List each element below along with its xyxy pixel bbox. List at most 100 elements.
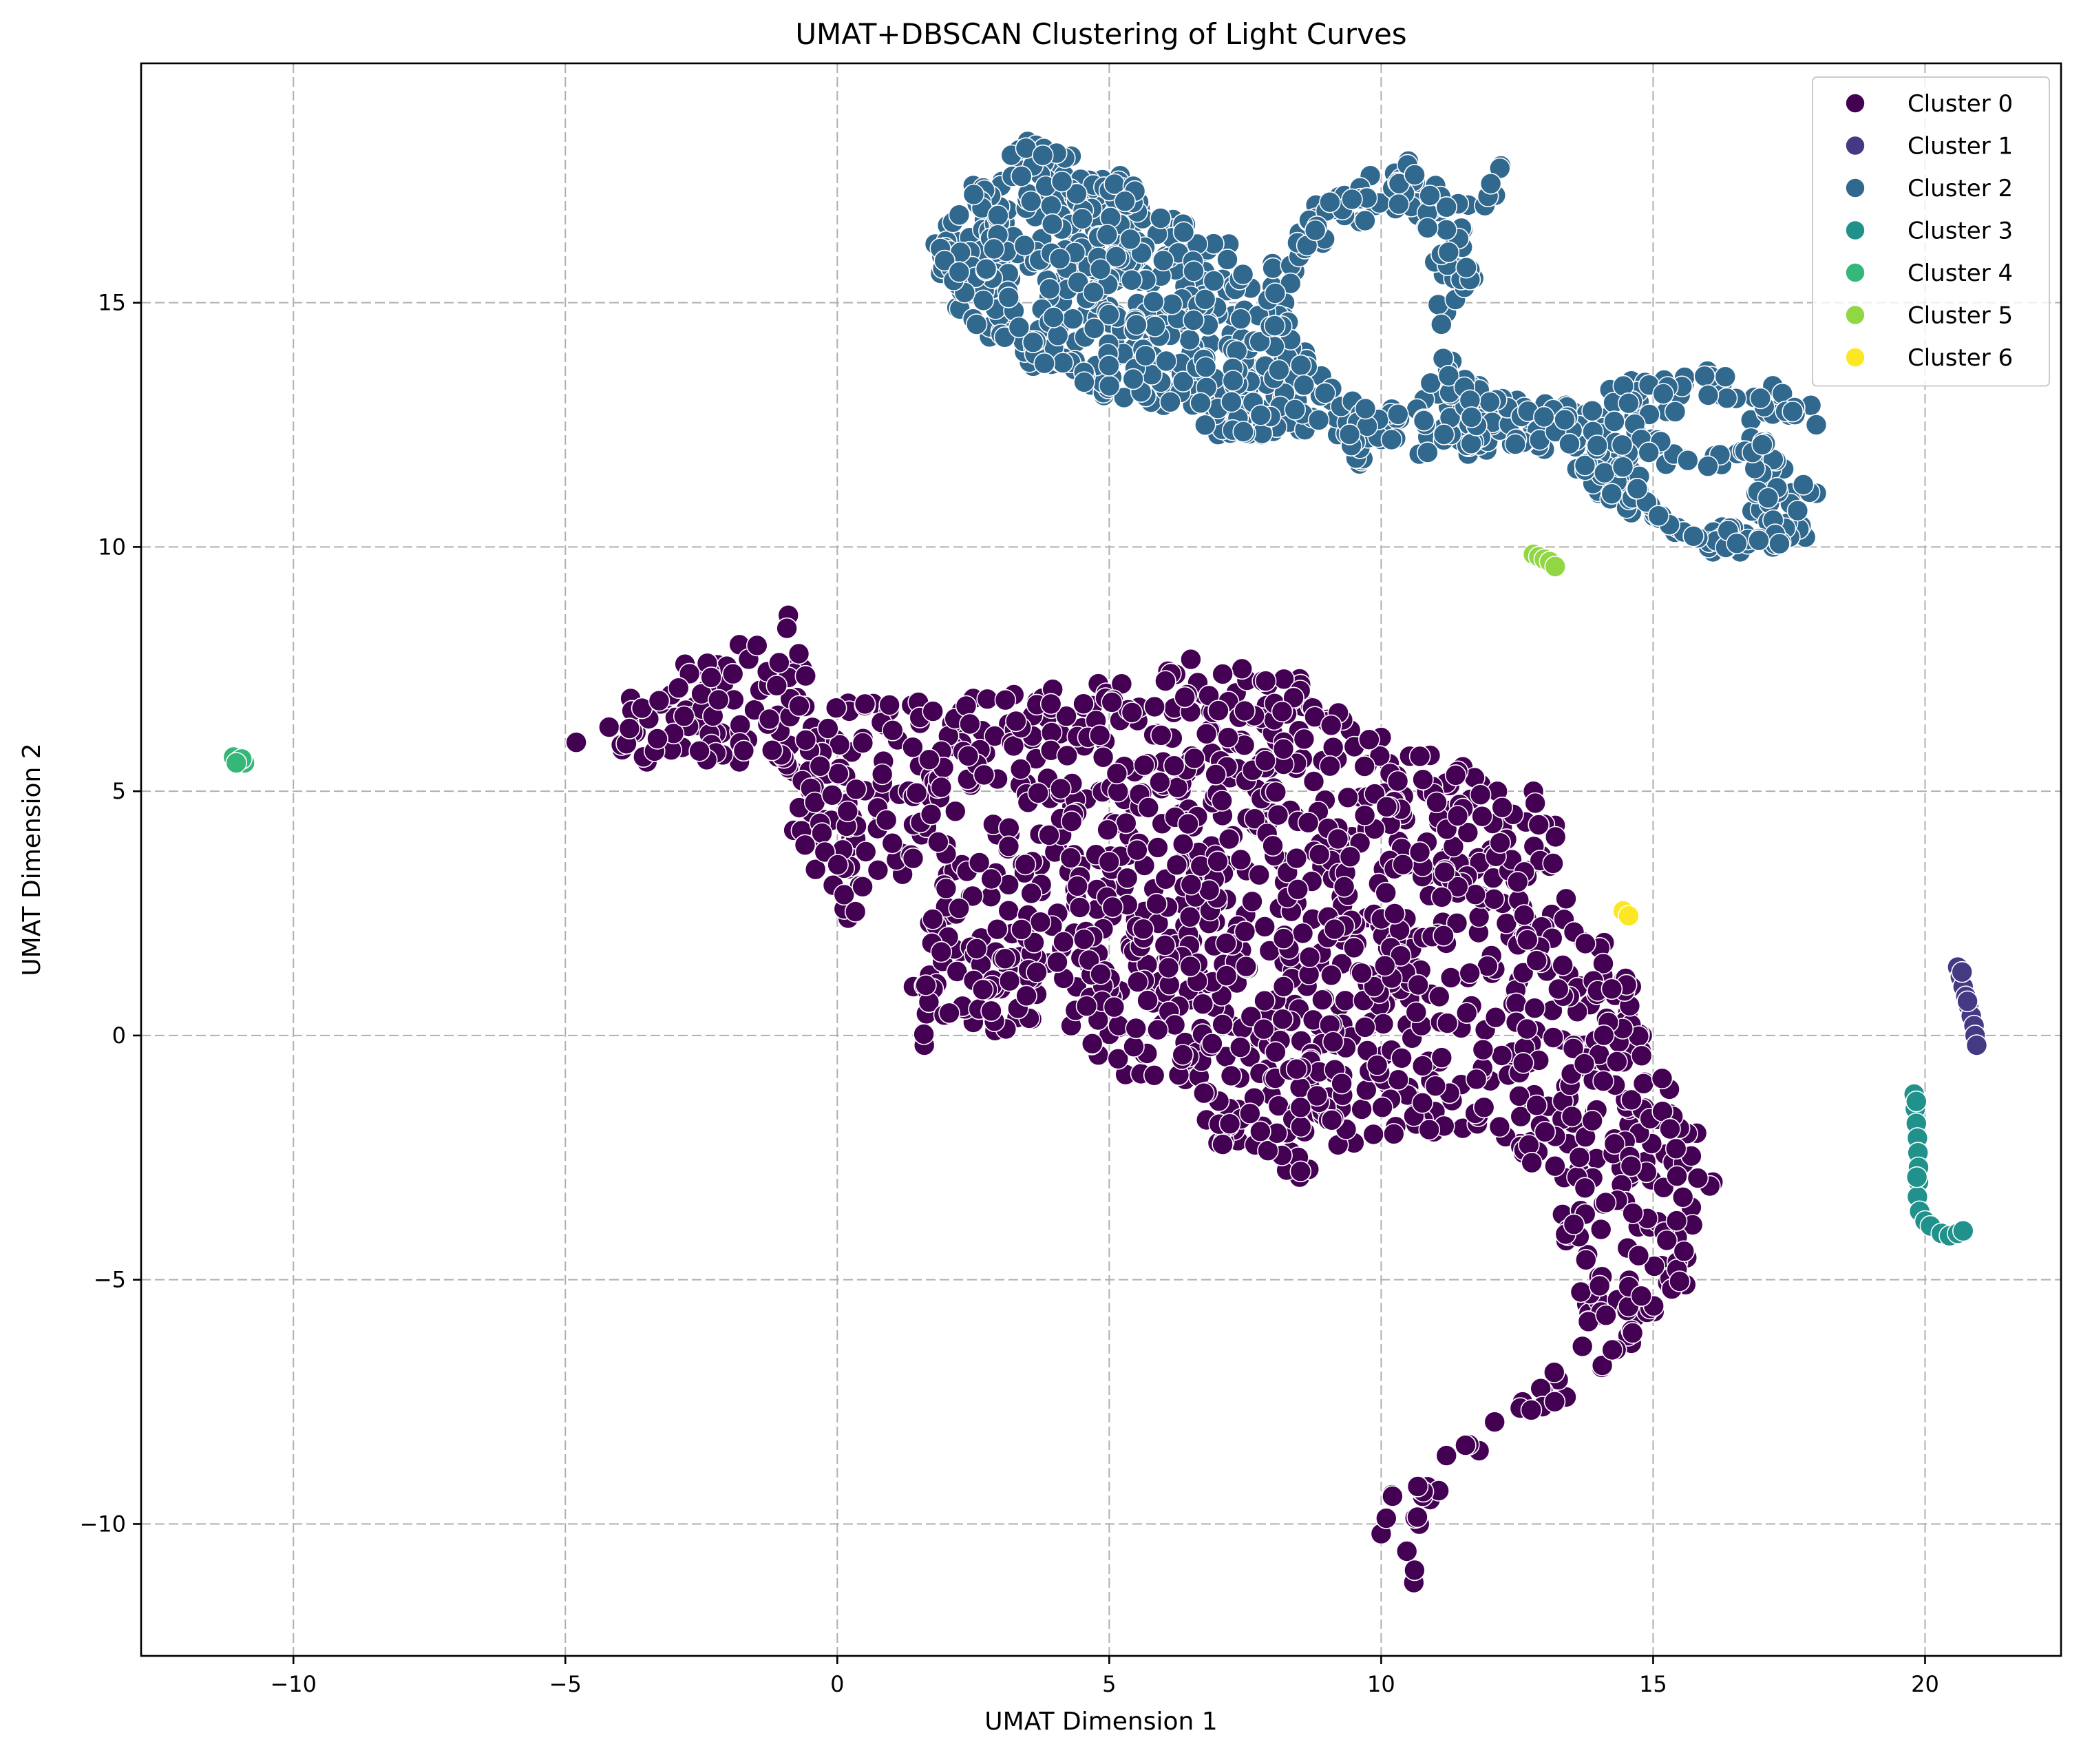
data-point (765, 674, 788, 697)
data-point (1092, 746, 1115, 768)
data-point (933, 249, 955, 272)
data-point (1119, 228, 1141, 251)
chart-title: UMAT+DBSCAN Clustering of Light Curves (795, 17, 1406, 51)
data-point (1042, 306, 1065, 328)
data-point (1134, 344, 1156, 367)
data-point (1455, 256, 1477, 279)
data-point (1304, 219, 1327, 242)
data-point (913, 1023, 935, 1045)
data-point (1297, 812, 1320, 834)
series-cluster-4 (222, 746, 255, 774)
data-point (1243, 808, 1266, 830)
data-point (1254, 670, 1277, 692)
data-point (1040, 195, 1062, 217)
data-point (1073, 928, 1095, 950)
data-point (1375, 796, 1398, 818)
data-point (1354, 1016, 1376, 1038)
x-axis-label: UMAT Dimension 1 (984, 1708, 1217, 1736)
data-point (1285, 1058, 1308, 1080)
data-point (1115, 812, 1137, 834)
data-point (833, 883, 856, 906)
data-point (1239, 1102, 1261, 1124)
data-point (1426, 791, 1448, 814)
data-point (225, 752, 248, 774)
data-point (997, 899, 1020, 922)
data-point (994, 689, 1017, 711)
data-point (1183, 309, 1205, 331)
data-point (1517, 929, 1539, 951)
data-point (1272, 738, 1295, 760)
data-point (1355, 1079, 1377, 1101)
data-point (1105, 245, 1128, 268)
y-tick-label: −5 (94, 1267, 126, 1293)
data-point (1089, 258, 1112, 280)
data-point (1267, 804, 1289, 826)
data-point (986, 918, 1008, 941)
data-point (1082, 281, 1105, 304)
data-point (854, 693, 876, 715)
data-point (935, 877, 958, 900)
data-point (1154, 670, 1176, 692)
data-point (1512, 1052, 1534, 1074)
data-point (1165, 854, 1188, 876)
data-point (1271, 1008, 1293, 1030)
data-point (1693, 365, 1715, 388)
data-point (1437, 364, 1460, 387)
data-point (1020, 190, 1042, 213)
data-point (1404, 1559, 1426, 1582)
data-point (1132, 918, 1154, 941)
y-axis-label: UMAT Dimension 2 (18, 743, 46, 976)
data-point (1098, 850, 1121, 873)
data-point (1459, 962, 1481, 985)
data-point (1618, 905, 1640, 927)
data-point (1354, 397, 1377, 420)
data-point (776, 617, 798, 640)
data-point (930, 941, 953, 963)
data-point (1905, 1166, 1928, 1188)
data-point (854, 841, 877, 863)
series-cluster-2 (924, 130, 1828, 563)
data-point (1290, 1115, 1312, 1138)
data-point (1221, 390, 1243, 413)
data-point (1389, 945, 1412, 967)
data-point (1041, 213, 1064, 235)
data-point (1559, 432, 1581, 455)
data-point (1391, 1047, 1413, 1069)
data-point (955, 695, 978, 717)
data-point (1351, 962, 1373, 985)
data-point (1125, 1017, 1147, 1040)
data-point (1665, 1137, 1687, 1160)
data-point (1638, 441, 1660, 463)
data-point (852, 876, 874, 898)
data-point (844, 901, 867, 923)
data-point (1078, 949, 1100, 972)
data-point (1039, 693, 1062, 715)
data-point (1341, 188, 1363, 211)
data-point (1622, 1202, 1644, 1224)
data-point (944, 800, 966, 823)
data-point (1362, 1123, 1384, 1146)
data-point (1121, 269, 1143, 291)
data-point (1071, 207, 1093, 230)
data-point (1601, 978, 1623, 1000)
data-point (1097, 819, 1119, 841)
data-point (1248, 863, 1270, 886)
data-point (1215, 932, 1237, 954)
data-point (1311, 989, 1333, 1011)
data-point (1523, 997, 1546, 1019)
data-point (1424, 1075, 1447, 1098)
data-point (1472, 1038, 1494, 1061)
data-point (1751, 434, 1773, 456)
data-point (1472, 1096, 1495, 1119)
data-point (1088, 724, 1111, 746)
data-point (1279, 272, 1302, 295)
data-point (1405, 1001, 1428, 1023)
data-point (1172, 370, 1194, 393)
data-point (1005, 710, 1027, 733)
data-point (1516, 1018, 1539, 1040)
data-point (1671, 1186, 1694, 1208)
data-point (1090, 963, 1112, 985)
data-point (1468, 906, 1490, 928)
data-point (1408, 841, 1431, 863)
data-point (1053, 931, 1075, 953)
